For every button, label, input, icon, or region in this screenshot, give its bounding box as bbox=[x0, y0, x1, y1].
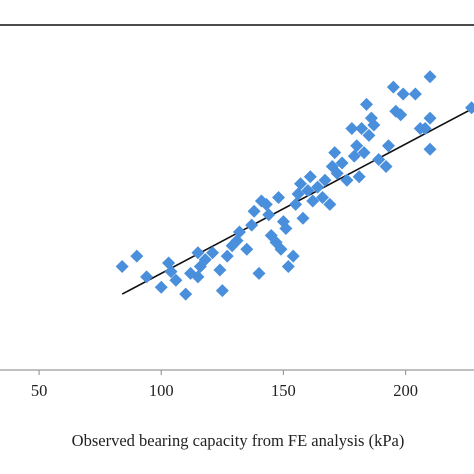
data-point bbox=[198, 253, 212, 267]
data-point bbox=[328, 146, 342, 160]
data-point bbox=[115, 260, 129, 273]
data-point bbox=[245, 218, 259, 232]
data-point bbox=[301, 184, 315, 198]
data-point bbox=[423, 142, 437, 156]
data-point bbox=[164, 265, 178, 279]
data-point bbox=[289, 197, 303, 211]
data-point bbox=[418, 122, 432, 135]
data-point bbox=[423, 111, 437, 125]
data-point bbox=[232, 225, 246, 239]
data-point bbox=[240, 242, 254, 256]
data-point bbox=[179, 287, 193, 301]
data-point bbox=[357, 146, 371, 160]
data-point bbox=[303, 170, 317, 184]
data-point bbox=[306, 194, 320, 208]
data-point bbox=[340, 173, 354, 187]
data-point bbox=[394, 108, 408, 122]
data-point bbox=[347, 149, 361, 163]
x-axis-title: Observed bearing capacity from FE analys… bbox=[72, 431, 405, 450]
data-point bbox=[355, 122, 369, 135]
data-point bbox=[294, 177, 308, 191]
data-points-layer bbox=[115, 70, 474, 301]
data-point bbox=[359, 97, 373, 111]
data-point bbox=[274, 242, 288, 256]
data-point bbox=[408, 87, 422, 101]
data-point bbox=[191, 270, 205, 284]
data-point bbox=[140, 270, 154, 284]
data-point bbox=[323, 197, 337, 211]
data-point bbox=[259, 197, 273, 211]
data-point bbox=[423, 70, 437, 84]
data-point bbox=[350, 139, 364, 153]
data-point bbox=[396, 87, 410, 101]
data-point bbox=[262, 208, 276, 222]
data-point bbox=[169, 273, 183, 287]
data-point bbox=[335, 156, 349, 170]
data-point bbox=[252, 266, 266, 280]
x-tick-label: 100 bbox=[149, 381, 174, 400]
data-point bbox=[279, 222, 293, 236]
data-point bbox=[372, 153, 386, 167]
data-point bbox=[386, 80, 400, 94]
data-point bbox=[206, 246, 220, 260]
data-point bbox=[381, 139, 395, 153]
data-point bbox=[352, 170, 366, 184]
data-point bbox=[367, 118, 381, 132]
data-point bbox=[465, 101, 474, 115]
data-point bbox=[362, 128, 376, 142]
data-point bbox=[154, 280, 168, 294]
x-axis-tick-labels: 50 100 150 200 bbox=[31, 381, 418, 400]
x-tick-label: 200 bbox=[393, 381, 418, 400]
data-point bbox=[247, 204, 261, 218]
data-point bbox=[281, 260, 295, 273]
data-point bbox=[272, 191, 286, 204]
x-tick-label: 50 bbox=[31, 381, 48, 400]
x-tick-label: 150 bbox=[271, 381, 296, 400]
x-axis-ticks bbox=[38, 370, 407, 375]
data-point bbox=[286, 249, 300, 263]
data-point bbox=[291, 187, 305, 201]
data-point bbox=[345, 122, 359, 135]
data-point bbox=[379, 159, 393, 173]
data-point bbox=[311, 180, 325, 194]
data-point bbox=[318, 173, 332, 187]
data-point bbox=[215, 284, 229, 298]
data-point bbox=[191, 246, 205, 260]
data-point bbox=[130, 249, 144, 263]
data-point bbox=[213, 263, 227, 277]
data-point bbox=[296, 211, 310, 225]
data-point bbox=[316, 191, 330, 204]
data-point bbox=[330, 166, 344, 180]
data-point bbox=[220, 249, 234, 263]
